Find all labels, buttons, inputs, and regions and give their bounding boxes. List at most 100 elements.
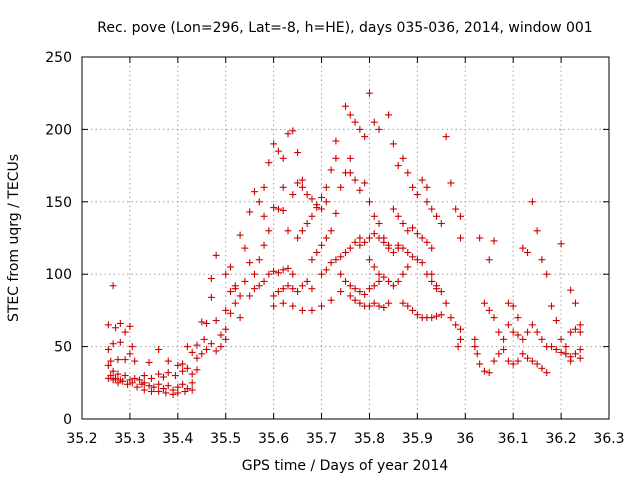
data-point	[162, 389, 170, 397]
data-point	[279, 206, 287, 214]
data-point	[289, 285, 297, 293]
data-point	[476, 234, 484, 242]
axis-ticks	[81, 56, 610, 420]
data-point	[456, 325, 464, 333]
data-point	[116, 319, 124, 327]
data-point	[528, 357, 536, 365]
data-point	[200, 335, 208, 343]
data-point	[104, 361, 112, 369]
data-point	[298, 306, 306, 314]
data-point	[399, 220, 407, 228]
data-point	[552, 345, 560, 353]
data-point	[179, 360, 187, 368]
data-point	[322, 266, 330, 274]
data-point	[485, 369, 493, 377]
x-tick-label: 35.3	[114, 431, 145, 447]
data-point	[212, 251, 220, 259]
data-point	[423, 183, 431, 191]
data-point	[437, 311, 445, 319]
data-point	[241, 277, 249, 285]
data-point	[279, 183, 287, 191]
data-point	[260, 241, 268, 249]
y-axis-label: STEC from uqrg / TECUs	[6, 154, 22, 322]
data-point	[121, 328, 129, 336]
data-point	[351, 176, 359, 184]
data-point	[418, 259, 426, 267]
data-point	[337, 288, 345, 296]
data-point	[203, 345, 211, 353]
data-point	[332, 256, 340, 264]
data-point	[289, 127, 297, 135]
data-point	[413, 230, 421, 238]
data-point	[437, 288, 445, 296]
data-point	[365, 256, 373, 264]
data-point	[135, 376, 143, 384]
data-point	[428, 244, 436, 252]
data-point	[528, 321, 536, 329]
data-point	[308, 256, 316, 264]
data-point	[303, 220, 311, 228]
data-point	[485, 306, 493, 314]
data-point	[480, 367, 488, 375]
data-point	[428, 205, 436, 213]
data-point	[241, 244, 249, 252]
data-point	[576, 328, 584, 336]
y-tick-label: 250	[45, 50, 72, 66]
data-point	[442, 133, 450, 141]
data-point	[365, 285, 373, 293]
data-point	[227, 309, 235, 317]
data-point	[442, 299, 450, 307]
x-tick-label: 35.8	[354, 431, 385, 447]
data-point	[394, 241, 402, 249]
data-point	[236, 314, 244, 322]
data-point	[207, 340, 215, 348]
data-point	[303, 191, 311, 199]
data-point	[109, 282, 117, 290]
data-point	[227, 263, 235, 271]
data-point	[533, 328, 541, 336]
data-point	[255, 282, 263, 290]
data-point	[519, 350, 527, 358]
data-point	[538, 364, 546, 372]
data-point	[270, 302, 278, 310]
data-point	[533, 227, 541, 235]
data-point	[188, 348, 196, 356]
data-point	[308, 306, 316, 314]
data-point	[375, 125, 383, 133]
data-point	[174, 361, 182, 369]
data-point	[365, 198, 373, 206]
data-point	[409, 183, 417, 191]
data-point	[255, 198, 263, 206]
data-point	[250, 270, 258, 278]
data-point	[260, 277, 268, 285]
data-point	[231, 299, 239, 307]
data-point	[217, 331, 225, 339]
data-point	[356, 241, 364, 249]
x-tick-label: 36.1	[498, 431, 529, 447]
data-point	[318, 270, 326, 278]
x-tick-label: 35.6	[258, 431, 289, 447]
data-point	[114, 370, 122, 378]
data-point	[155, 345, 163, 353]
data-point	[514, 357, 522, 365]
data-point	[155, 380, 163, 388]
data-point	[274, 288, 282, 296]
y-tick-label: 100	[45, 267, 72, 283]
data-point	[327, 259, 335, 267]
data-point	[109, 376, 117, 384]
data-point	[351, 238, 359, 246]
data-point	[385, 277, 393, 285]
data-point	[322, 234, 330, 242]
data-point	[217, 343, 225, 351]
data-point	[500, 335, 508, 343]
data-point	[222, 335, 230, 343]
data-point	[332, 137, 340, 145]
data-point	[198, 318, 206, 326]
data-point	[107, 357, 115, 365]
data-point	[356, 234, 364, 242]
data-point	[394, 277, 402, 285]
data-point	[227, 288, 235, 296]
data-point	[490, 314, 498, 322]
data-point	[524, 328, 532, 336]
data-point	[332, 154, 340, 162]
